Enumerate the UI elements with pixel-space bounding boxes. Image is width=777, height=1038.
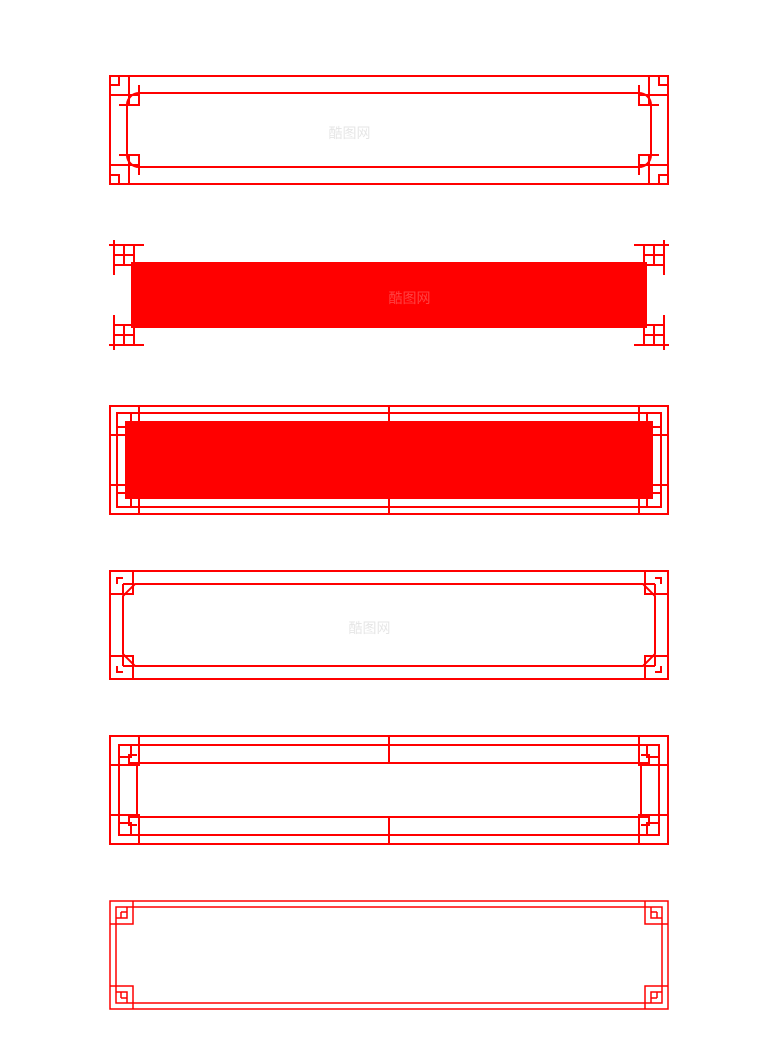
decorative-frame-4: 酷图网 xyxy=(109,570,669,680)
decorative-frame-5 xyxy=(109,735,669,845)
decorative-frame-2: 酷图网 xyxy=(109,240,669,350)
decorative-frame-1: 酷图网 xyxy=(109,75,669,185)
decorative-frame-6 xyxy=(109,900,669,1010)
decorative-frame-3 xyxy=(109,405,669,515)
